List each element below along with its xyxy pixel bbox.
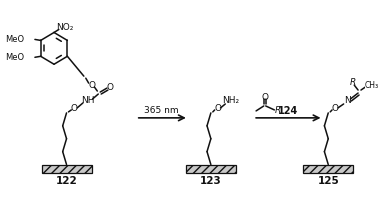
Text: 124: 124 (278, 106, 298, 116)
Text: 365 nm: 365 nm (144, 106, 179, 115)
Text: 122: 122 (56, 176, 77, 187)
Text: NO₂: NO₂ (56, 23, 73, 32)
Bar (186, 165, 236, 173)
Text: 123: 123 (200, 176, 222, 187)
Text: NH: NH (81, 96, 94, 106)
Text: 125: 125 (318, 176, 339, 187)
Text: NH₂: NH₂ (223, 96, 240, 106)
Text: O: O (261, 92, 268, 102)
Text: N: N (344, 96, 351, 106)
Text: CH₃: CH₃ (364, 81, 378, 90)
Text: O: O (88, 81, 95, 90)
Text: R: R (350, 78, 356, 87)
Text: O: O (71, 104, 78, 113)
Text: O: O (106, 83, 113, 92)
Text: MeO: MeO (5, 35, 24, 44)
Text: O: O (214, 104, 221, 113)
Text: MeO: MeO (5, 53, 24, 62)
Text: R: R (275, 106, 281, 115)
Text: O: O (332, 104, 338, 113)
Bar (303, 165, 353, 173)
Bar (42, 165, 91, 173)
